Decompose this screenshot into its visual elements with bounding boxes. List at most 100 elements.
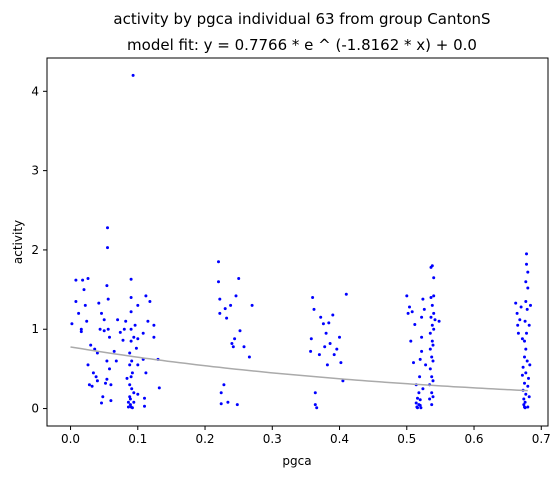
data-point bbox=[418, 403, 422, 407]
data-point bbox=[412, 361, 415, 365]
x-axis-ticks: 0.0 0.1 0.2 0.3 0.4 0.5 0.6 0.7 bbox=[61, 426, 551, 446]
data-point bbox=[218, 297, 222, 301]
data-point bbox=[313, 391, 317, 395]
data-point bbox=[524, 392, 528, 396]
x-tick-label: 0.7 bbox=[532, 432, 551, 446]
data-point bbox=[143, 396, 146, 400]
y-tick-label: 4 bbox=[31, 84, 39, 98]
data-point bbox=[136, 363, 140, 367]
data-point bbox=[144, 294, 148, 298]
data-point bbox=[70, 322, 74, 326]
y-axis-ticks: 0 1 2 3 4 bbox=[31, 84, 47, 416]
data-point bbox=[226, 400, 230, 404]
data-point bbox=[132, 391, 136, 395]
y-tick-label: 1 bbox=[31, 322, 39, 336]
data-point bbox=[325, 363, 329, 367]
data-point bbox=[128, 395, 132, 399]
data-point bbox=[414, 401, 418, 405]
x-tick-label: 0.5 bbox=[397, 432, 416, 446]
data-point bbox=[98, 327, 102, 331]
data-point bbox=[527, 323, 531, 327]
y-axis-label: activity bbox=[11, 220, 25, 264]
data-point bbox=[331, 313, 335, 317]
data-point bbox=[129, 339, 133, 343]
chart-subtitle: model fit: y = 0.7766 * e ^ (-1.8162 * x… bbox=[127, 36, 477, 54]
data-point bbox=[520, 373, 524, 377]
data-point bbox=[315, 406, 319, 410]
data-point bbox=[433, 318, 437, 322]
data-point bbox=[409, 339, 413, 343]
data-point bbox=[418, 398, 422, 402]
data-point bbox=[118, 330, 122, 334]
data-point bbox=[527, 395, 531, 399]
data-point bbox=[332, 353, 336, 357]
data-point bbox=[528, 363, 532, 367]
data-point bbox=[416, 406, 419, 410]
data-point bbox=[106, 246, 109, 250]
data-point bbox=[108, 335, 111, 339]
data-point bbox=[518, 318, 522, 322]
data-point bbox=[524, 300, 528, 303]
data-point bbox=[219, 402, 223, 406]
data-point bbox=[130, 387, 134, 391]
data-point bbox=[515, 311, 519, 315]
data-point bbox=[424, 363, 428, 367]
data-point bbox=[144, 371, 148, 375]
data-point bbox=[428, 397, 432, 401]
x-axis-label: pgca bbox=[282, 454, 311, 468]
data-point bbox=[419, 406, 423, 410]
data-point bbox=[129, 327, 133, 331]
data-point bbox=[152, 335, 156, 339]
data-point bbox=[134, 346, 138, 350]
data-point bbox=[430, 339, 434, 343]
data-point bbox=[136, 337, 140, 341]
data-point bbox=[148, 300, 152, 303]
data-point bbox=[114, 359, 118, 363]
data-point bbox=[237, 277, 241, 280]
data-point bbox=[413, 323, 417, 326]
data-point bbox=[106, 327, 110, 331]
data-point bbox=[516, 331, 520, 335]
data-point bbox=[430, 323, 434, 327]
data-point bbox=[101, 395, 105, 399]
data-point bbox=[100, 401, 103, 405]
data-point bbox=[525, 331, 528, 335]
data-point bbox=[523, 381, 526, 385]
data-point bbox=[432, 311, 436, 315]
data-point bbox=[522, 403, 526, 407]
data-point bbox=[74, 300, 78, 303]
data-point bbox=[323, 345, 327, 349]
data-point bbox=[524, 280, 528, 284]
chart-title: activity by pgca individual 63 from grou… bbox=[113, 10, 490, 28]
data-point bbox=[231, 345, 235, 349]
data-point bbox=[520, 337, 524, 341]
data-point bbox=[132, 400, 136, 404]
data-point bbox=[529, 303, 532, 307]
data-point bbox=[87, 383, 91, 387]
data-point bbox=[126, 405, 130, 409]
data-point bbox=[422, 307, 426, 311]
data-point bbox=[421, 297, 425, 301]
data-point bbox=[429, 315, 433, 319]
data-point bbox=[230, 342, 234, 345]
data-point bbox=[421, 387, 425, 391]
data-point bbox=[526, 405, 530, 409]
data-point bbox=[317, 353, 321, 357]
data-point bbox=[429, 296, 433, 299]
data-point bbox=[437, 319, 441, 323]
data-point bbox=[430, 355, 434, 359]
data-point bbox=[109, 399, 113, 403]
data-point bbox=[313, 403, 317, 407]
data-point bbox=[217, 280, 220, 284]
data-point bbox=[102, 318, 106, 322]
points-layer bbox=[70, 73, 532, 410]
data-point bbox=[408, 305, 411, 309]
data-point bbox=[430, 264, 434, 268]
data-point bbox=[129, 310, 133, 314]
x-tick-label: 0.6 bbox=[464, 432, 483, 446]
data-point bbox=[129, 277, 133, 281]
data-point bbox=[89, 343, 93, 347]
data-point bbox=[418, 357, 422, 361]
fit-curve bbox=[70, 346, 528, 392]
data-point bbox=[319, 315, 323, 319]
